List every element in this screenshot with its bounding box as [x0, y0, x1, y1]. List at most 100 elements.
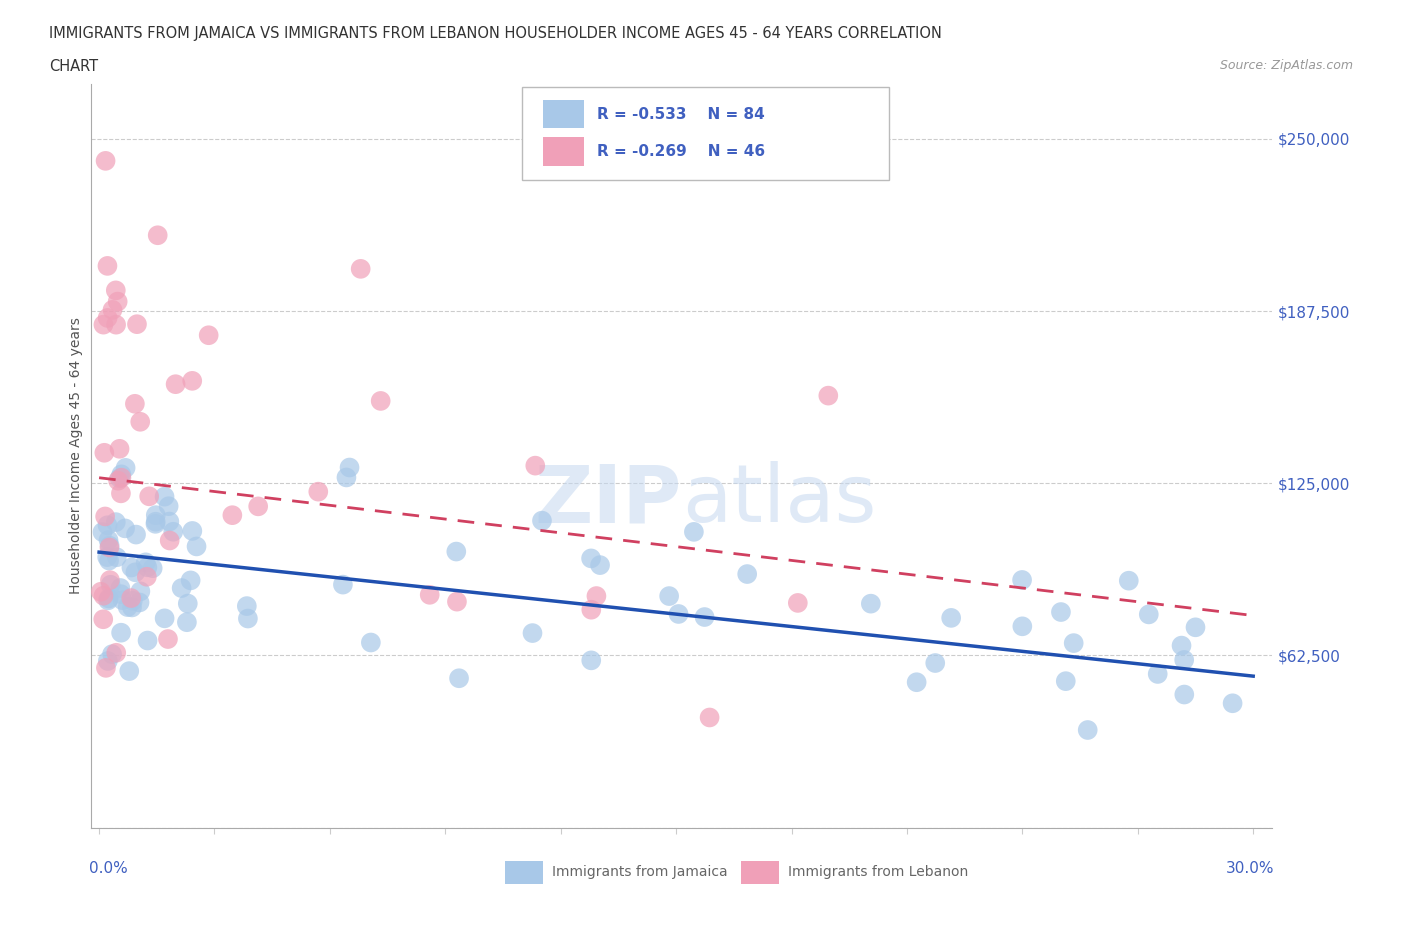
Point: [146, 228, 169, 243]
Point: [96, 550, 118, 565]
Point: [108, 471, 131, 485]
Point: [90, 584, 112, 599]
Point: [125, 527, 148, 542]
Point: [177, 596, 200, 611]
Point: [1173, 687, 1195, 702]
Point: [111, 592, 134, 607]
Point: [96, 259, 118, 273]
Point: [236, 599, 259, 614]
Point: [905, 675, 928, 690]
Point: [1222, 696, 1244, 711]
Point: [114, 460, 136, 475]
Point: [735, 566, 758, 581]
Bar: [543, 138, 583, 166]
Point: [153, 489, 176, 504]
Point: [97, 591, 120, 606]
Point: [159, 533, 181, 548]
Text: IMMIGRANTS FROM JAMAICA VS IMMIGRANTS FROM LEBANON HOUSEHOLDER INCOME AGES 45 - : IMMIGRANTS FROM JAMAICA VS IMMIGRANTS FR…: [49, 26, 942, 41]
Point: [658, 589, 681, 604]
Point: [138, 489, 160, 504]
Point: [181, 374, 204, 389]
Point: [859, 596, 882, 611]
Point: [186, 539, 208, 554]
Point: [589, 558, 612, 573]
Point: [93, 317, 115, 332]
Point: [129, 584, 152, 599]
Point: [94, 660, 117, 675]
Point: [157, 514, 180, 529]
Point: [1170, 638, 1192, 653]
Point: [668, 606, 690, 621]
FancyBboxPatch shape: [523, 87, 889, 180]
Point: [110, 485, 132, 500]
Text: CHART: CHART: [49, 59, 98, 73]
Point: [817, 388, 839, 403]
Point: [350, 261, 373, 276]
Point: [135, 555, 157, 570]
Point: [447, 671, 470, 685]
Point: [124, 396, 146, 411]
Point: [118, 664, 141, 679]
Point: [339, 460, 361, 475]
Point: [98, 540, 121, 555]
Text: 30.0%: 30.0%: [1226, 861, 1275, 876]
Point: [117, 600, 139, 615]
Point: [1063, 636, 1085, 651]
Point: [97, 654, 120, 669]
Point: [129, 415, 152, 430]
Point: [236, 611, 259, 626]
Point: [108, 442, 131, 457]
Point: [446, 544, 468, 559]
Bar: [543, 100, 583, 128]
Point: [145, 508, 167, 523]
Point: [247, 498, 270, 513]
Point: [924, 656, 946, 671]
Point: [522, 626, 544, 641]
Point: [104, 514, 127, 529]
Point: [91, 525, 114, 539]
Text: 0.0%: 0.0%: [89, 861, 128, 876]
Point: [307, 485, 329, 499]
Point: [581, 653, 603, 668]
Point: [145, 514, 167, 529]
Point: [93, 589, 115, 604]
Point: [107, 473, 129, 488]
Point: [91, 612, 114, 627]
Point: [1011, 618, 1033, 633]
Point: [94, 153, 117, 168]
Point: [120, 591, 142, 605]
Text: R = -0.533    N = 84: R = -0.533 N = 84: [598, 107, 765, 122]
Point: [105, 317, 128, 332]
Point: [941, 610, 963, 625]
Point: [153, 611, 176, 626]
Point: [110, 467, 132, 482]
Point: [170, 580, 193, 595]
Text: R = -0.269    N = 46: R = -0.269 N = 46: [598, 144, 765, 159]
Point: [335, 470, 357, 485]
Bar: [505, 861, 543, 884]
Point: [145, 516, 167, 531]
Point: [105, 550, 128, 565]
Point: [1118, 573, 1140, 588]
Point: [110, 625, 132, 640]
Point: [530, 513, 553, 528]
Point: [180, 573, 202, 588]
Point: [97, 311, 120, 325]
Point: [1137, 607, 1160, 622]
Point: [693, 609, 716, 624]
Point: [98, 573, 121, 588]
Point: [142, 561, 165, 576]
Point: [162, 525, 184, 539]
Point: [101, 646, 124, 661]
Point: [221, 508, 243, 523]
Point: [446, 594, 468, 609]
Point: [98, 538, 121, 553]
Point: [332, 578, 354, 592]
Text: Immigrants from Lebanon: Immigrants from Lebanon: [789, 865, 969, 880]
Point: [100, 578, 122, 592]
Point: [1184, 620, 1206, 635]
Point: [101, 302, 124, 317]
Point: [1173, 653, 1195, 668]
Point: [110, 471, 132, 485]
Y-axis label: Householder Income Ages 45 - 64 years: Householder Income Ages 45 - 64 years: [69, 317, 83, 594]
